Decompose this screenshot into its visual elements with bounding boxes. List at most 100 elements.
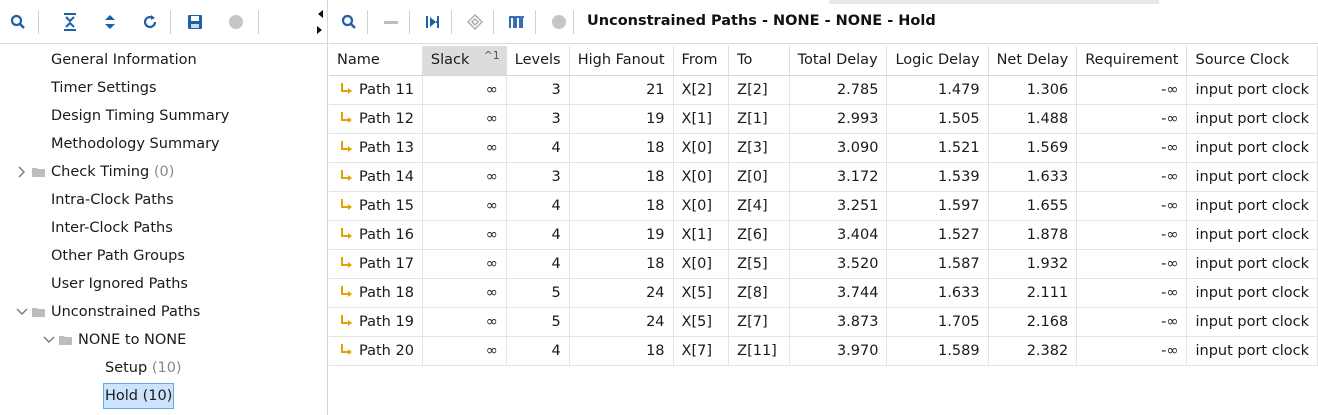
- highlight-icon[interactable]: [465, 12, 485, 32]
- column-header-source-clock[interactable]: Source Clock: [1186, 46, 1318, 76]
- cell-source-clock: input port clock: [1186, 191, 1318, 221]
- column-header-net-delay[interactable]: Net Delay: [988, 46, 1078, 76]
- cell-total-delay: 3.520: [789, 249, 888, 279]
- timing-tree-panel: General Information Timer Settings Desig…: [0, 0, 328, 415]
- table-row[interactable]: Path 13 ∞ 4 18 X[0] Z[3] 3.090 1.521 1.569 -∞ inpu…: [329, 133, 1318, 163]
- tree-item-label: NONE to NONE: [78, 332, 187, 348]
- tree-item-label: Setup: [105, 360, 148, 376]
- cell-levels: 4: [506, 220, 570, 250]
- cell-total-delay: 3.090: [789, 133, 888, 163]
- table-row[interactable]: Path 14 ∞ 3 18 X[0] Z[0] 3.172 1.539 1.633 -∞ inpu…: [329, 162, 1318, 192]
- cell-source-clock: input port clock: [1186, 307, 1318, 337]
- cell-requirement: -∞: [1076, 278, 1188, 308]
- cell-high-fanout: 24: [569, 307, 674, 337]
- cell-total-delay: 2.785: [789, 75, 888, 105]
- cell-requirement: -∞: [1076, 75, 1188, 105]
- status-circle-icon: [226, 12, 246, 32]
- table-row[interactable]: Path 12 ∞ 3 19 X[1] Z[1] 2.993 1.505 1.488 -∞ inpu…: [329, 104, 1318, 134]
- schematic-icon[interactable]: [423, 12, 443, 32]
- table-row[interactable]: Path 19 ∞ 5 24 X[5] Z[7] 3.873 1.705 2.168 -∞ inpu…: [329, 307, 1318, 337]
- search-icon[interactable]: [8, 12, 28, 32]
- table-row[interactable]: Path 16 ∞ 4 19 X[1] Z[6] 3.404 1.527 1.878 -∞ inpu…: [329, 220, 1318, 250]
- panel-splitter-icon[interactable]: [314, 10, 326, 34]
- minus-icon[interactable]: [381, 12, 401, 32]
- tree-item-user-ignored-paths[interactable]: User Ignored Paths: [51, 270, 188, 298]
- save-icon[interactable]: [185, 12, 205, 32]
- column-header-name[interactable]: Name: [329, 46, 423, 76]
- cell-high-fanout: 18: [569, 191, 674, 221]
- cell-levels: 3: [506, 75, 570, 105]
- column-header-logic-delay[interactable]: Logic Delay: [886, 46, 989, 76]
- cell-source-clock: input port clock: [1186, 336, 1318, 366]
- cell-name: Path 16: [329, 220, 423, 250]
- cell-slack: ∞: [422, 249, 507, 279]
- table-header-row: Name Slack ^1 Levels High Fanout From To …: [329, 46, 1318, 76]
- cell-source-clock: input port clock: [1186, 162, 1318, 192]
- cell-net-delay: 1.655: [988, 191, 1078, 221]
- cell-from: X[0]: [673, 249, 730, 279]
- toolbar-divider: [258, 10, 259, 34]
- tree-item-design-timing-summary[interactable]: Design Timing Summary: [51, 102, 229, 130]
- tree-item-label: Check Timing: [51, 164, 150, 180]
- toolbar-divider: [493, 10, 494, 34]
- waveform-icon[interactable]: [507, 12, 527, 32]
- cell-logic-delay: 1.521: [886, 133, 989, 163]
- table-row[interactable]: Path 15 ∞ 4 18 X[0] Z[4] 3.251 1.597 1.655 -∞ inpu…: [329, 191, 1318, 221]
- cell-source-clock: input port clock: [1186, 104, 1318, 134]
- timing-path-icon: [341, 198, 352, 210]
- cell-slack: ∞: [422, 220, 507, 250]
- path-table-panel: Unconstrained Paths - NONE - NONE - Hold…: [329, 0, 1318, 415]
- tree-item-none-to-none[interactable]: NONE to NONE: [78, 326, 186, 354]
- cell-slack: ∞: [422, 75, 507, 105]
- tree-item-other-path-groups[interactable]: Other Path Groups: [51, 242, 185, 270]
- cell-high-fanout: 19: [569, 104, 674, 134]
- cell-slack: ∞: [422, 133, 507, 163]
- cell-to: Z[8]: [728, 278, 790, 308]
- cell-from: X[1]: [673, 104, 730, 134]
- table-body: Path 11 ∞ 3 21 X[2] Z[2] 2.785 1.479 1.306 -∞ inpu…: [329, 75, 1318, 366]
- table-row[interactable]: Path 20 ∞ 4 18 X[7] Z[11] 3.970 1.589 2.382 -∞ inp…: [329, 336, 1318, 366]
- column-header-high-fanout[interactable]: High Fanout: [569, 46, 674, 76]
- column-header-slack[interactable]: Slack ^1: [422, 46, 507, 76]
- cell-slack: ∞: [422, 191, 507, 221]
- tree-item-label: Intra-Clock Paths: [51, 192, 174, 208]
- cell-name: Path 11: [329, 75, 423, 105]
- column-header-total-delay[interactable]: Total Delay: [789, 46, 888, 76]
- timing-path-icon: [341, 227, 352, 239]
- tree-item-setup[interactable]: Setup (10): [105, 354, 182, 382]
- cell-name: Path 14: [329, 162, 423, 192]
- search-icon[interactable]: [339, 12, 359, 32]
- cell-to: Z[3]: [728, 133, 790, 163]
- column-header-levels[interactable]: Levels: [506, 46, 570, 76]
- tree-item-hold[interactable]: Hold (10): [103, 382, 175, 410]
- tree-item-timer-settings[interactable]: Timer Settings: [51, 74, 157, 102]
- refresh-icon[interactable]: [140, 12, 160, 32]
- chevron-down-icon[interactable]: [43, 326, 55, 354]
- cell-logic-delay: 1.597: [886, 191, 989, 221]
- chevron-right-icon[interactable]: [16, 158, 28, 186]
- path-name-label: Path 16: [359, 226, 414, 243]
- table-row[interactable]: Path 17 ∞ 4 18 X[0] Z[5] 3.520 1.587 1.932 -∞ inpu…: [329, 249, 1318, 279]
- column-header-requirement[interactable]: Requirement: [1076, 46, 1188, 76]
- column-header-from[interactable]: From: [673, 46, 730, 76]
- expand-all-icon[interactable]: [100, 12, 120, 32]
- tree-item-check-timing[interactable]: Check Timing (0): [51, 158, 174, 186]
- tree-item-unconstrained-paths[interactable]: Unconstrained Paths: [51, 298, 200, 326]
- cell-slack: ∞: [422, 307, 507, 337]
- cell-to: Z[5]: [728, 249, 790, 279]
- collapse-all-icon[interactable]: [60, 12, 80, 32]
- toolbar-divider: [451, 10, 452, 34]
- chevron-down-icon[interactable]: [16, 298, 28, 326]
- tree-item-inter-clock-paths[interactable]: Inter-Clock Paths: [51, 214, 173, 242]
- column-header-to[interactable]: To: [728, 46, 790, 76]
- tree-item-general-information[interactable]: General Information: [51, 46, 197, 74]
- status-circle-icon: [549, 12, 569, 32]
- cell-high-fanout: 21: [569, 75, 674, 105]
- cell-net-delay: 1.569: [988, 133, 1078, 163]
- table-row[interactable]: Path 18 ∞ 5 24 X[5] Z[8] 3.744 1.633 2.111 -∞ inpu…: [329, 278, 1318, 308]
- tree-item-methodology-summary[interactable]: Methodology Summary: [51, 130, 220, 158]
- cell-source-clock: input port clock: [1186, 75, 1318, 105]
- toolbar-divider: [535, 10, 536, 34]
- tree-item-intra-clock-paths[interactable]: Intra-Clock Paths: [51, 186, 174, 214]
- table-row[interactable]: Path 11 ∞ 3 21 X[2] Z[2] 2.785 1.479 1.306 -∞ inpu…: [329, 75, 1318, 105]
